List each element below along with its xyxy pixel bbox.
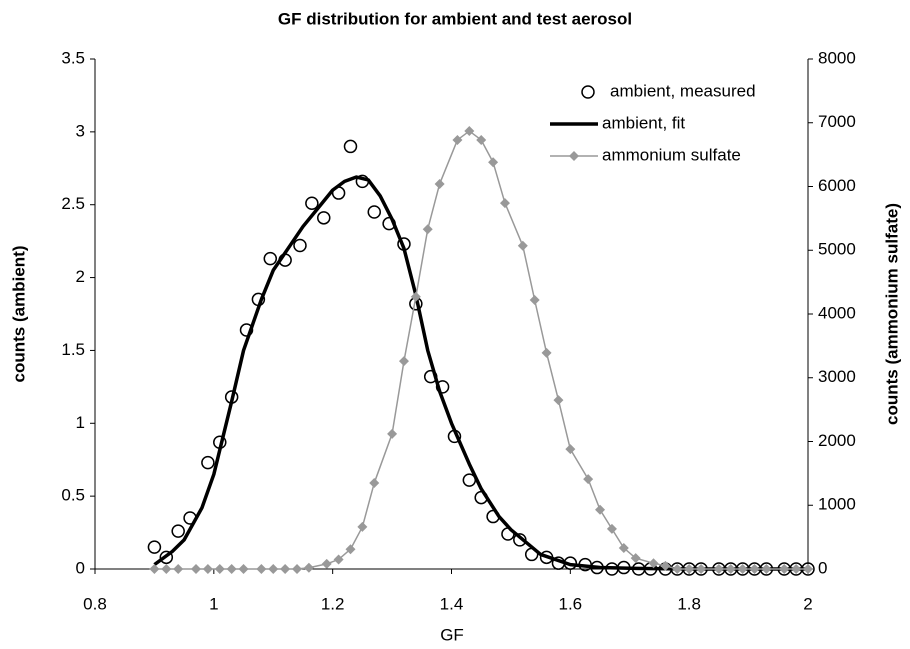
data-point <box>606 523 617 534</box>
y2-tick-label: 0 <box>818 558 827 577</box>
data-point <box>476 134 487 145</box>
data-point <box>147 540 162 554</box>
data-point <box>630 553 641 564</box>
data-point <box>293 238 307 253</box>
x-tick-label: 0.8 <box>83 594 107 613</box>
data-point <box>434 178 445 189</box>
data-point <box>149 564 160 574</box>
x-tick-label: 1 <box>209 594 218 613</box>
y-tick-label: 3 <box>76 121 85 140</box>
y-tick-label: 0 <box>76 558 85 577</box>
data-point <box>648 558 659 569</box>
data-point <box>345 544 356 555</box>
legend-label: ambient, measured <box>610 81 756 100</box>
y2-tick-label: 3000 <box>818 367 856 386</box>
data-point <box>725 564 736 574</box>
data-point <box>263 251 278 266</box>
data-point <box>737 564 748 574</box>
data-point <box>333 554 344 565</box>
data-point <box>159 550 174 565</box>
data-point <box>529 294 540 305</box>
data-point <box>553 395 564 406</box>
y2-tick-label: 7000 <box>818 112 856 131</box>
y-tick-label: 2.5 <box>61 194 85 213</box>
data-point <box>161 564 172 574</box>
data-point <box>803 564 813 574</box>
data-point <box>488 157 499 168</box>
data-point <box>191 564 202 574</box>
data-point <box>321 558 332 569</box>
x-tick-label: 1.4 <box>440 594 464 613</box>
data-point <box>214 564 225 574</box>
y2-axis-title: counts (ammonium sulfate) <box>882 203 901 425</box>
data-point <box>713 564 724 574</box>
data-point <box>238 564 249 574</box>
data-point <box>369 477 380 488</box>
data-point <box>761 564 772 574</box>
data-point <box>171 524 185 538</box>
data-point <box>387 428 398 439</box>
data-point <box>280 564 291 574</box>
data-point <box>779 564 790 574</box>
y-tick-label: 0.5 <box>61 486 85 505</box>
data-point <box>317 211 331 225</box>
data-point <box>464 126 475 137</box>
data-point <box>618 542 629 553</box>
data-point <box>173 564 184 574</box>
legend-marker <box>569 151 579 161</box>
y2-tick-label: 4000 <box>818 303 856 322</box>
data-point <box>696 564 707 574</box>
y2-tick-label: 5000 <box>818 240 856 259</box>
data-point <box>268 564 279 574</box>
data-point <box>749 564 760 574</box>
x-tick-label: 2 <box>803 594 812 613</box>
data-point <box>791 564 802 574</box>
data-point <box>422 224 433 235</box>
y-tick-label: 1 <box>76 413 85 432</box>
data-point <box>201 455 215 470</box>
y-tick-label: 1.5 <box>61 340 85 359</box>
y-tick-label: 2 <box>76 267 85 286</box>
data-point <box>305 196 319 211</box>
legend-label: ammonium sulfate <box>602 145 741 164</box>
data-point <box>303 562 314 573</box>
legend-marker <box>581 85 595 99</box>
data-point <box>357 521 368 532</box>
x-tick-label: 1.8 <box>677 594 701 613</box>
data-point <box>367 205 382 219</box>
chart-title: GF distribution for ambient and test aer… <box>278 9 632 28</box>
data-point <box>565 444 576 455</box>
data-point <box>452 134 463 145</box>
x-axis-title: GF <box>440 625 464 644</box>
x-tick-label: 1.2 <box>321 594 345 613</box>
data-point <box>499 198 510 209</box>
data-point <box>517 240 528 251</box>
data-point <box>343 139 358 154</box>
y2-tick-label: 6000 <box>818 176 856 195</box>
data-point <box>410 291 421 302</box>
y2-tick-label: 1000 <box>818 495 856 514</box>
x-tick-label: 1.6 <box>559 594 583 613</box>
y-tick-label: 3.5 <box>61 48 85 67</box>
data-point <box>583 474 594 485</box>
data-point <box>226 564 237 574</box>
data-point <box>398 356 409 367</box>
data-point <box>541 347 552 358</box>
data-point <box>256 564 267 574</box>
data-point <box>202 564 213 574</box>
series-line <box>153 175 808 571</box>
y-axis-title: counts (ambient) <box>9 246 28 383</box>
data-point <box>660 560 671 571</box>
data-point <box>684 564 695 574</box>
data-point <box>672 564 683 574</box>
data-point <box>595 504 606 515</box>
y2-tick-label: 2000 <box>818 431 856 450</box>
y2-tick-label: 8000 <box>818 48 856 67</box>
legend-label: ambient, fit <box>602 113 685 132</box>
data-point <box>292 564 303 574</box>
